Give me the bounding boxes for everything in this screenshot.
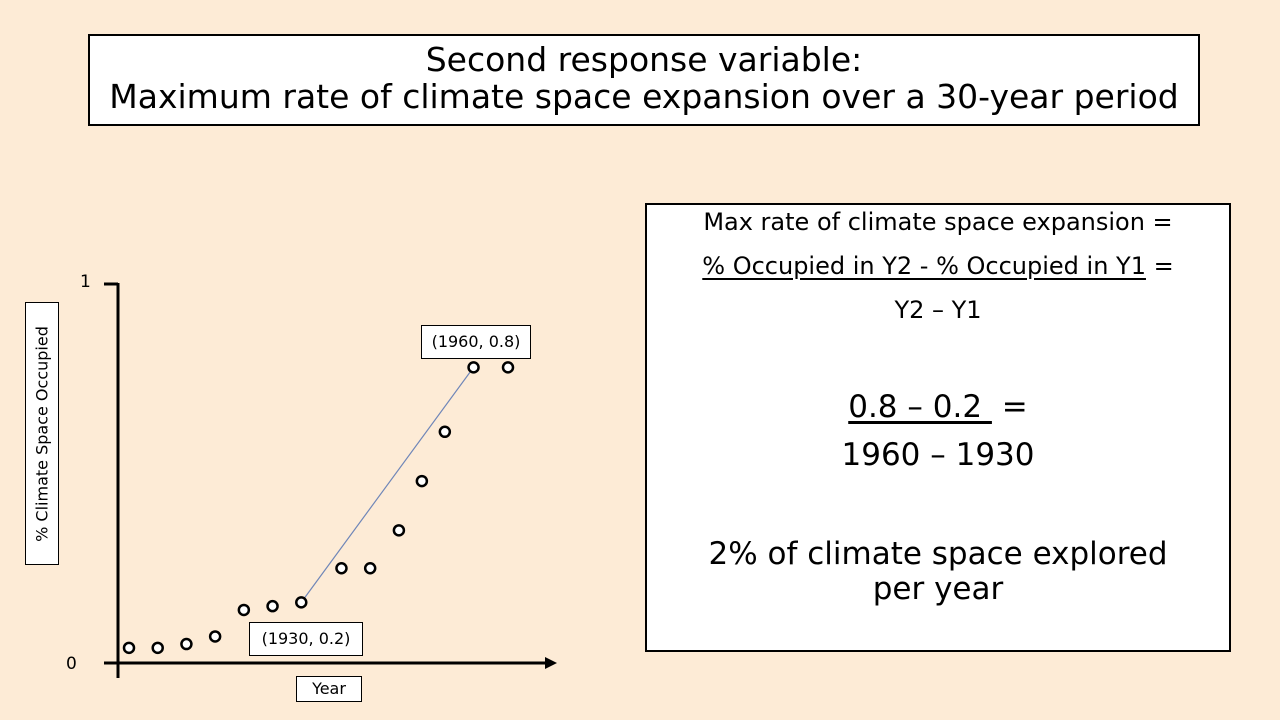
data-point xyxy=(335,562,348,575)
result-text: 2% of climate space explored per year xyxy=(708,536,1168,607)
numerator-words-text: % Occupied in Y2 - % Occupied in Y1 xyxy=(702,252,1146,280)
formula-numerator-words: % Occupied in Y2 - % Occupied in Y1 = xyxy=(647,252,1229,280)
data-points xyxy=(122,361,515,655)
formula-panel: Max rate of climate space expansion = % … xyxy=(645,203,1231,652)
data-point xyxy=(208,630,222,643)
equals-sign: = xyxy=(1153,252,1174,280)
annotation-1930: (1930, 0.2) xyxy=(249,622,363,656)
trend-line xyxy=(300,367,475,603)
data-point xyxy=(237,603,251,617)
formula-denominator-words: Y2 – Y1 xyxy=(894,296,982,324)
slide-title: Second response variable: Maximum rate o… xyxy=(88,34,1200,126)
formula-result: 2% of climate space explored per year xyxy=(647,537,1229,607)
data-point xyxy=(295,596,308,609)
data-point xyxy=(415,474,429,488)
equals-sign-values: = xyxy=(1001,389,1028,425)
data-point xyxy=(392,524,406,537)
title-line-2: Maximum rate of climate space expansion … xyxy=(109,77,1179,116)
data-point xyxy=(467,361,480,374)
data-point xyxy=(363,562,377,575)
data-point xyxy=(180,637,193,651)
y-axis-label-box: % Climate Space Occupied xyxy=(25,302,59,565)
numerator-values-text: 0.8 – 0.2 xyxy=(848,389,992,425)
data-point xyxy=(266,599,279,613)
y-axis-label: % Climate Space Occupied xyxy=(32,325,52,542)
data-point xyxy=(438,425,452,439)
formula-denominator-values: 1960 – 1930 xyxy=(841,437,1035,473)
data-point xyxy=(501,361,515,374)
y-tick-label-0: 0 xyxy=(66,654,77,674)
x-axis-arrowhead xyxy=(545,657,557,669)
title-line-1: Second response variable: xyxy=(425,40,863,79)
data-point xyxy=(122,641,136,655)
y-tick-label-1: 1 xyxy=(80,272,91,292)
data-point xyxy=(151,641,164,655)
annotation-1960: (1960, 0.8) xyxy=(421,325,531,359)
formula-heading: Max rate of climate space expansion = xyxy=(703,208,1173,236)
formula-numerator-values: 0.8 – 0.2 = xyxy=(647,389,1229,425)
x-axis-label: Year xyxy=(296,676,362,702)
